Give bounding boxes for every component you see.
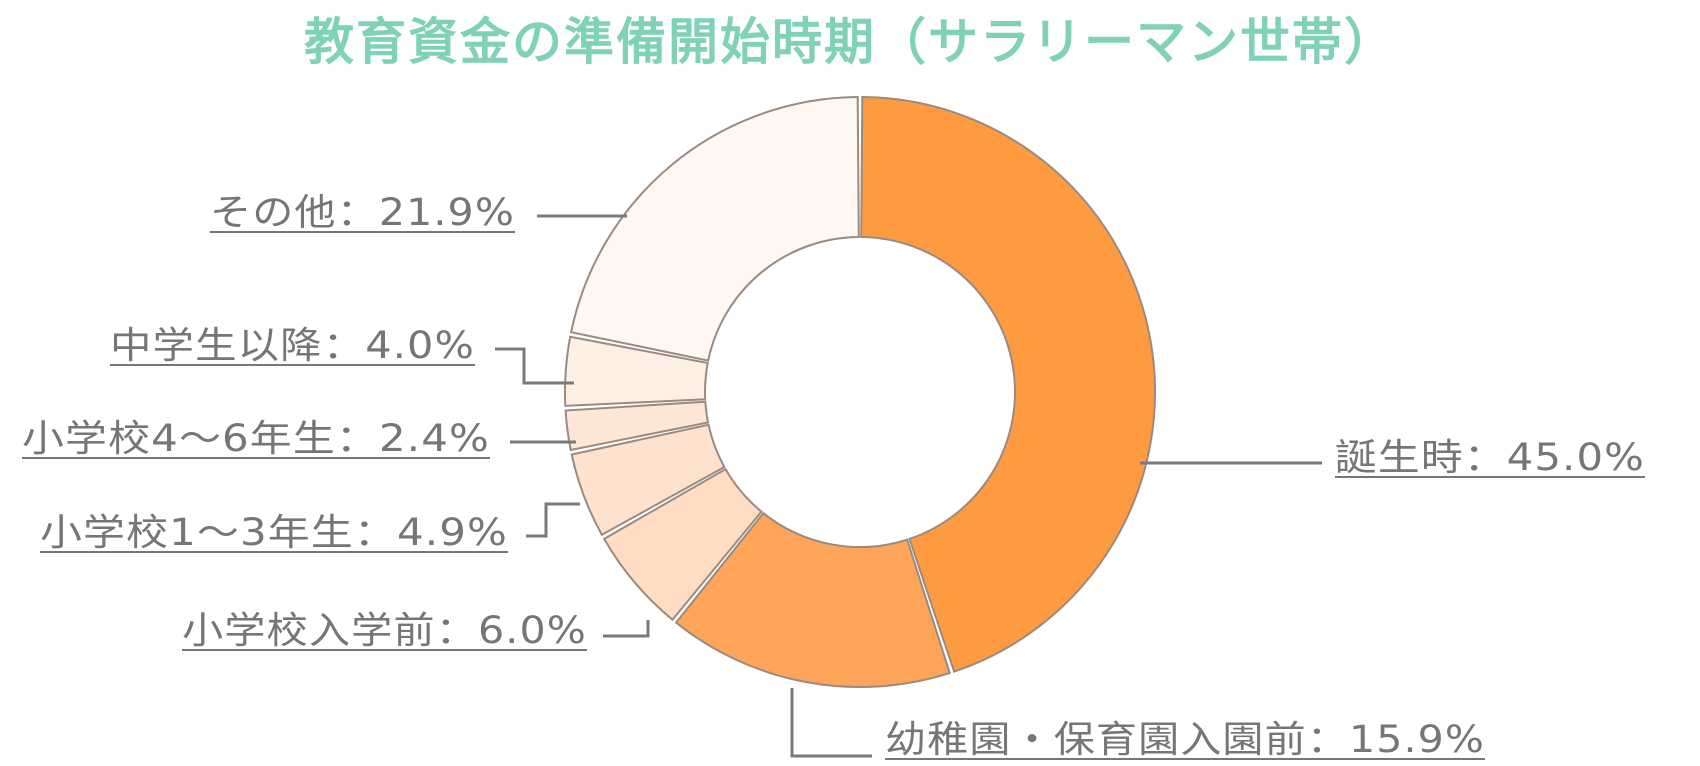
slice-label-1: 誕生時：45.0%	[1335, 436, 1645, 479]
slice-label-5: 小学校4～6年生：2.4%	[22, 417, 490, 460]
leader-line-4	[526, 502, 580, 538]
pie-slice-6	[564, 335, 709, 407]
slice-label-4: 小学校1～3年生：4.9%	[40, 511, 508, 554]
chart-title: 教育資金の準備開始時期（サラリーマン世帯）	[304, 13, 1396, 71]
leader-line-3	[603, 620, 650, 638]
pie-slice-1	[860, 95, 1156, 673]
slice-label-2: 幼稚園・保育園入園前：15.9%	[885, 718, 1485, 761]
pie-slice-7	[569, 96, 860, 362]
pie-slice-3	[602, 467, 763, 622]
slice-label-3: 小学校入学前：6.0%	[182, 609, 587, 652]
slice-label-6: 中学生以降：4.0%	[110, 324, 475, 367]
pie-slice-5	[564, 400, 710, 452]
pie-slice-2	[674, 511, 952, 688]
pie-slice-4	[570, 423, 726, 537]
leader-line-6	[495, 347, 574, 385]
slice-label-7: その他：21.9%	[210, 191, 515, 234]
callouts-group: 誕生時：45.0% 幼稚園・保育園入園前：15.9% 小学校入学前：6.0% 小学校1…	[22, 191, 1645, 761]
slices-group	[564, 95, 1156, 688]
leader-line-2	[790, 688, 872, 758]
